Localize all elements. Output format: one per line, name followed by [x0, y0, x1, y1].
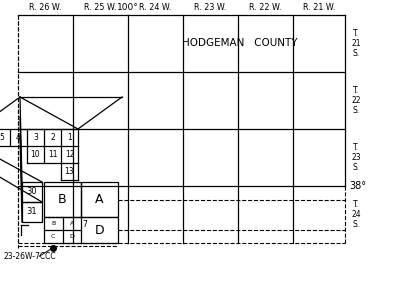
Bar	[44, 182, 81, 217]
Bar	[22, 182, 42, 202]
Text: R. 24 W.: R. 24 W.	[139, 3, 172, 13]
Text: A: A	[95, 193, 104, 206]
Bar	[44, 217, 118, 243]
Text: T.
22
S.: T. 22 S.	[351, 86, 360, 116]
Text: 2: 2	[50, 133, 55, 142]
Text: 12: 12	[65, 150, 74, 159]
Text: 5: 5	[0, 133, 4, 142]
Text: D: D	[69, 234, 74, 239]
Text: C: C	[51, 234, 56, 239]
Text: A: A	[70, 221, 74, 226]
Text: 11: 11	[48, 150, 57, 159]
Text: 31: 31	[27, 208, 37, 217]
Text: 30: 30	[27, 188, 37, 197]
Text: 38°: 38°	[349, 181, 366, 191]
Text: 100°: 100°	[117, 3, 139, 12]
Bar	[22, 202, 42, 222]
Text: T.
21
S.: T. 21 S.	[351, 29, 360, 59]
Text: HODGEMAN   COUNTY: HODGEMAN COUNTY	[182, 38, 298, 48]
Text: R. 25 W.: R. 25 W.	[84, 3, 117, 13]
Text: 13: 13	[65, 167, 74, 176]
Text: B: B	[51, 221, 55, 226]
Text: D: D	[95, 224, 104, 237]
Text: R. 26 W.: R. 26 W.	[29, 3, 62, 13]
Bar	[81, 182, 118, 217]
Text: R. 22 W.: R. 22 W.	[249, 3, 282, 13]
Text: T.
23
S.: T. 23 S.	[351, 143, 361, 172]
Text: 1: 1	[67, 133, 72, 142]
Text: 7: 7	[82, 220, 87, 229]
Text: 3: 3	[33, 133, 38, 142]
Text: R. 21 W.: R. 21 W.	[303, 3, 335, 13]
Text: 23-26W-7CCC: 23-26W-7CCC	[4, 252, 57, 261]
Text: 4: 4	[16, 133, 21, 142]
Text: 10: 10	[31, 150, 40, 159]
Text: T.
24
S.: T. 24 S.	[351, 200, 361, 229]
Text: B: B	[58, 193, 67, 206]
Text: R. 23 W.: R. 23 W.	[194, 3, 227, 13]
